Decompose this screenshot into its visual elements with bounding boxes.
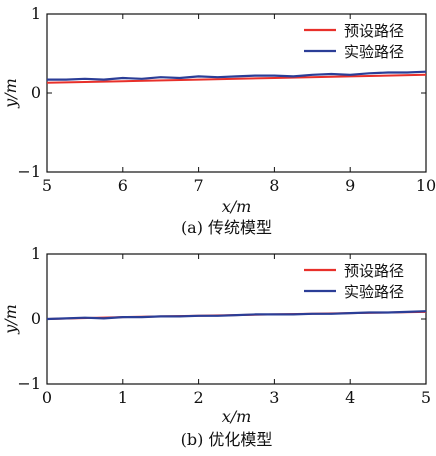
legend-label: 预设路径 — [344, 22, 404, 40]
panel-caption: (b) 优化模型 — [181, 430, 273, 449]
y-tick-label: 1 — [31, 244, 41, 263]
y-tick-label: 0 — [31, 309, 41, 328]
y-axis-label: y/m — [1, 304, 20, 335]
series-line-experimental-path — [46, 310, 427, 321]
y-tick-label: 0 — [31, 83, 41, 102]
x-tick-label: 4 — [345, 388, 355, 407]
x-axis-label: x/m — [222, 407, 252, 426]
x-tick-label: 1 — [118, 388, 128, 407]
legend-label: 实验路径 — [344, 283, 404, 301]
legend-label: 预设路径 — [344, 262, 404, 280]
x-tick-label: 5 — [42, 176, 52, 195]
panel-caption: (a) 传统模型 — [181, 218, 272, 237]
x-tick-label: 8 — [269, 176, 279, 195]
x-tick-label: 7 — [194, 176, 204, 195]
x-tick-label: 3 — [269, 388, 279, 407]
x-tick-label: 0 — [42, 388, 52, 407]
y-tick-label: −1 — [17, 162, 41, 181]
y-tick-label: −1 — [17, 374, 41, 393]
x-tick-label: 6 — [118, 176, 128, 195]
series-line-experimental-path — [47, 70, 427, 81]
x-tick-label: 2 — [194, 388, 204, 407]
y-tick-label: 1 — [31, 4, 41, 23]
x-tick-label: 9 — [345, 176, 355, 195]
x-tick-label: 5 — [421, 388, 431, 407]
y-axis-label: y/m — [1, 78, 20, 109]
legend-label: 实验路径 — [344, 43, 404, 61]
x-tick-label: 10 — [416, 176, 436, 195]
x-axis-label: x/m — [222, 197, 252, 216]
series-line-preset-path — [46, 73, 427, 84]
